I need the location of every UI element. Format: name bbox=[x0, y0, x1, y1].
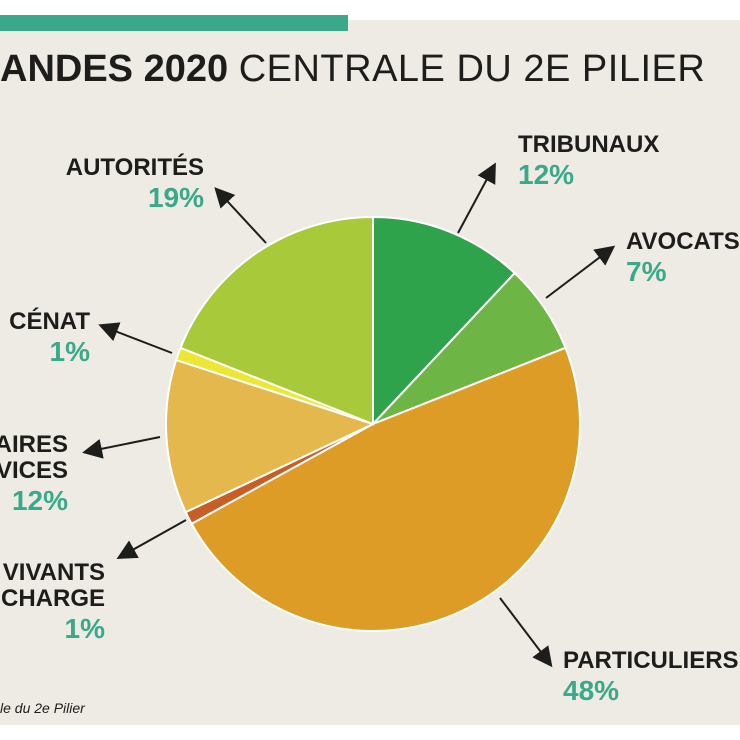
slice-label-tribunaux: TRIBUNAUX bbox=[518, 131, 659, 158]
slice-label-avocats: AVOCATS bbox=[626, 228, 740, 255]
slice-value-avocats: 7% bbox=[626, 256, 667, 287]
leader-arrow-tribunaux bbox=[458, 166, 494, 233]
slice-label-fiduciaires-2: VICES bbox=[0, 457, 68, 484]
slice-value-particuliers: 48% bbox=[563, 675, 619, 706]
leader-arrow-fiduciaires bbox=[86, 437, 160, 452]
slice-value-survivants: 1% bbox=[65, 613, 106, 644]
slice-label-autorites: AUTORITÉS bbox=[66, 153, 204, 181]
pie-chart: TRIBUNAUX12%AVOCATS7%PARTICULIERS48%VIVA… bbox=[0, 0, 740, 740]
slice-value-fiduciaires: 12% bbox=[12, 485, 68, 516]
slice-label-survivants-2: CHARGE bbox=[1, 585, 105, 612]
slice-value-mecenat: 1% bbox=[50, 336, 91, 367]
slice-value-autorites: 19% bbox=[148, 182, 204, 213]
source-note: le du 2e Pilier bbox=[0, 700, 85, 716]
leader-arrow-survivants bbox=[120, 520, 186, 557]
leader-arrow-avocats bbox=[546, 248, 612, 298]
leader-arrow-particuliers bbox=[500, 598, 550, 664]
slice-label-particuliers: PARTICULIERS bbox=[563, 647, 739, 674]
slice-label-survivants-1: VIVANTS bbox=[3, 559, 105, 586]
leader-arrow-autorites bbox=[217, 190, 266, 243]
slice-label-mecenat: CÉNAT bbox=[9, 307, 90, 335]
leader-arrow-mecenat bbox=[102, 326, 172, 353]
slice-label-fiduciaires-1: AIRES bbox=[0, 431, 68, 458]
infographic: ANDES 2020 CENTRALE DU 2E PILIER TRIBUNA… bbox=[0, 0, 740, 740]
slice-value-tribunaux: 12% bbox=[518, 159, 574, 190]
